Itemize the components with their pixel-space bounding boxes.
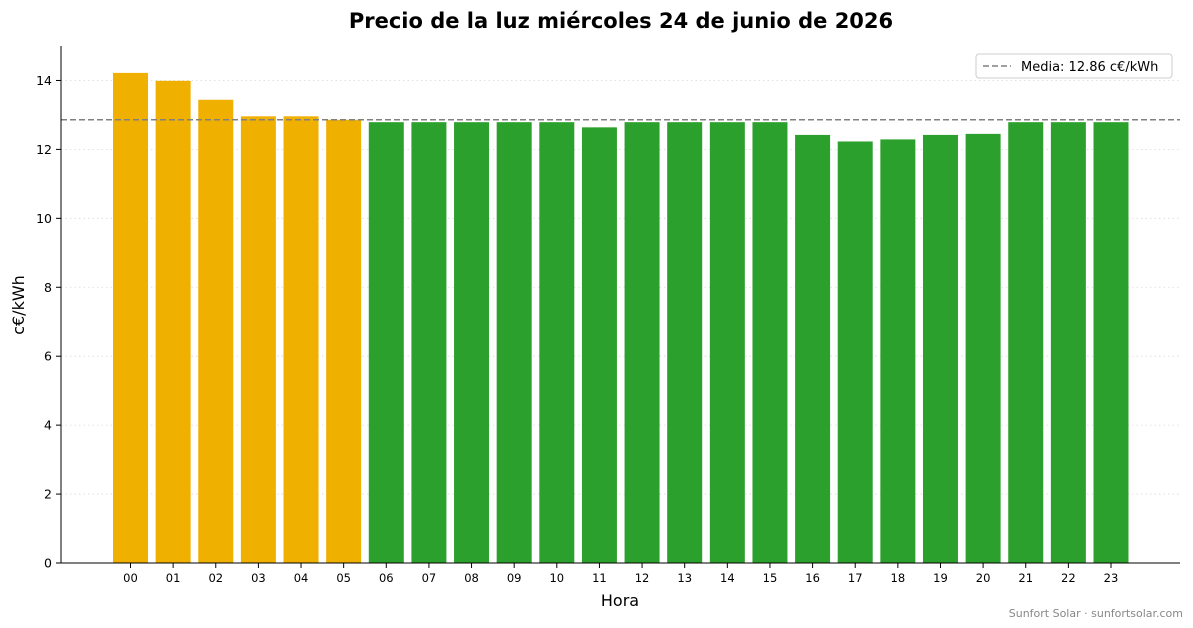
x-tick-label: 09	[507, 571, 522, 585]
bar-15	[752, 122, 788, 564]
y-tick-label: 0	[44, 556, 52, 571]
x-tick-label: 15	[763, 571, 778, 585]
x-tick-label: 08	[464, 571, 479, 585]
bar-04	[283, 116, 319, 563]
bar-22	[1050, 122, 1086, 564]
bar-17	[837, 141, 873, 564]
bar-02	[198, 99, 234, 563]
bar-16	[795, 134, 831, 563]
x-tick-label: 01	[166, 571, 181, 585]
chart-title: Precio de la luz miércoles 24 de junio d…	[349, 9, 893, 33]
x-tick-label: 05	[336, 571, 351, 585]
bar-10	[539, 122, 575, 564]
y-axis-label: c€/kWh	[9, 275, 28, 335]
bars	[113, 72, 1129, 564]
x-tick-label: 00	[123, 571, 138, 585]
y-tick-label: 10	[36, 211, 52, 226]
bar-07	[411, 122, 447, 564]
bar-00	[113, 72, 148, 563]
x-tick-label: 13	[677, 571, 692, 585]
x-tick-label: 11	[592, 571, 607, 585]
x-tick-label: 16	[805, 571, 820, 585]
bar-13	[667, 122, 703, 564]
y-tick-label: 4	[44, 418, 52, 433]
x-tick-label: 06	[379, 571, 394, 585]
x-tick-label: 03	[251, 571, 266, 585]
y-tick-label: 6	[44, 349, 52, 364]
bar-01	[155, 80, 191, 563]
bar-12	[624, 122, 660, 564]
y-ticks: 0 2 4 6 8 10 12 14	[36, 73, 61, 571]
x-tick-label: 14	[720, 571, 735, 585]
y-tick-label: 8	[44, 280, 52, 295]
x-axis-label: Hora	[601, 591, 639, 610]
y-tick-label: 12	[36, 142, 52, 157]
legend-mean-label: Media: 12.86 c€/kWh	[1021, 60, 1158, 75]
legend-box	[975, 53, 1173, 79]
bar-11	[581, 127, 617, 563]
bar-05	[326, 119, 362, 563]
bar-03	[240, 116, 276, 563]
y-tick-label: 2	[44, 487, 52, 502]
bar-21	[1008, 122, 1044, 564]
footer-credit: Sunfort Solar · sunfortsolar.com	[1009, 607, 1183, 620]
x-tick-label: 20	[976, 571, 991, 585]
x-tick-label: 10	[549, 571, 564, 585]
bar-14	[709, 122, 745, 564]
bar-08	[454, 122, 490, 564]
x-tick-label: 12	[635, 571, 650, 585]
bar-20	[965, 133, 1001, 563]
bar-06	[368, 122, 404, 564]
x-tick-label: 22	[1061, 571, 1076, 585]
x-tick-label: 23	[1104, 571, 1119, 585]
bar-19	[922, 134, 958, 563]
axes	[60, 46, 1180, 564]
legend: Media: 12.86 c€/kWh	[975, 53, 1173, 79]
bar-18	[880, 139, 916, 563]
bar-09	[496, 122, 532, 564]
x-ticks: 00 01 02 03 04 05 06 07 08 09 10 11 12 13 14 15 16 17 18 19…	[123, 563, 1118, 585]
x-tick-label: 02	[208, 571, 223, 585]
x-tick-label: 07	[422, 571, 437, 585]
x-tick-label: 04	[294, 571, 309, 585]
x-tick-label: 19	[933, 571, 948, 585]
x-tick-label: 17	[848, 571, 863, 585]
x-tick-label: 18	[891, 571, 906, 585]
x-tick-label: 21	[1018, 571, 1033, 585]
bar-23	[1093, 122, 1129, 564]
y-tick-label: 14	[36, 73, 52, 88]
